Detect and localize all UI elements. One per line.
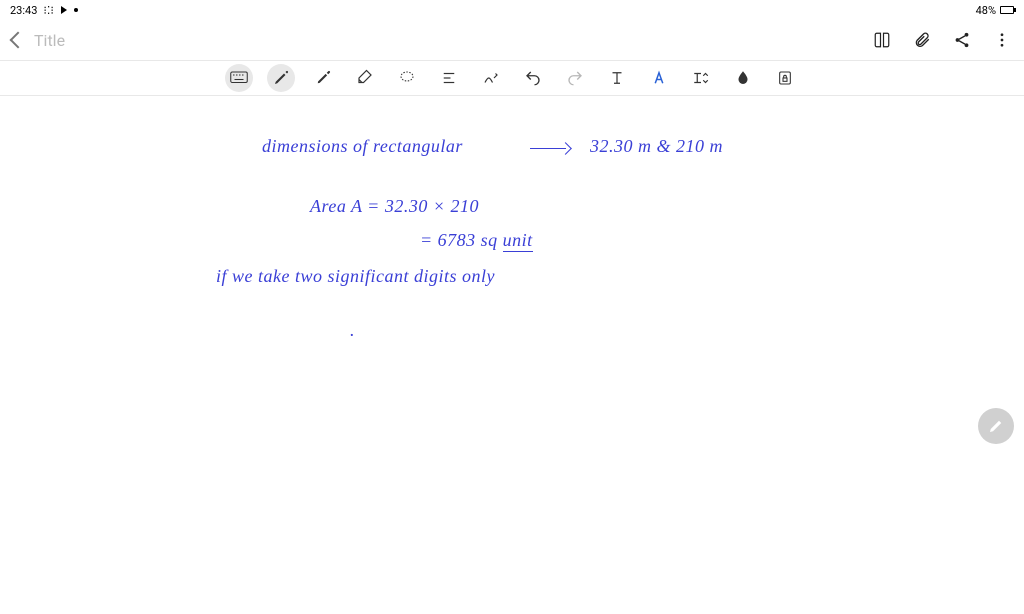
note-canvas[interactable]: dimensions of rectangular 32.30 m & 210 …	[0, 96, 1024, 614]
handwriting-arrow	[530, 136, 570, 157]
attachment-icon[interactable]	[912, 30, 932, 50]
eraser-tool-icon[interactable]	[351, 64, 379, 92]
battery-icon	[1000, 6, 1014, 14]
handwriting-line-3: = 6783 sq unit	[420, 230, 533, 251]
handwriting-line-4: if we take two significant digits only	[216, 266, 495, 287]
lock-tool-icon[interactable]	[771, 64, 799, 92]
handwriting-line-3-unit: unit	[503, 230, 533, 252]
redo-icon[interactable]	[561, 64, 589, 92]
text-format-tool-icon[interactable]	[435, 64, 463, 92]
header-left: Title	[12, 31, 65, 50]
more-icon[interactable]	[992, 30, 1012, 50]
keyboard-tool-icon[interactable]	[225, 64, 253, 92]
drawing-toolbar	[0, 60, 1024, 96]
text-tool-icon[interactable]	[603, 64, 631, 92]
text-options-icon[interactable]	[687, 64, 715, 92]
lasso-tool-icon[interactable]	[393, 64, 421, 92]
handwriting-line-1a: dimensions of rectangular	[262, 136, 463, 157]
note-title-placeholder[interactable]: Title	[34, 31, 65, 50]
status-left: 23:43 ⁝⁚⁝	[10, 4, 78, 17]
share-icon[interactable]	[952, 30, 972, 50]
reader-mode-icon[interactable]	[872, 30, 892, 50]
status-play-icon	[61, 6, 67, 14]
handwriting-line-2: Area A = 32.30 × 210	[310, 196, 479, 217]
edit-fab[interactable]	[978, 408, 1014, 444]
pen-tool-icon[interactable]	[267, 64, 295, 92]
status-bar: 23:43 ⁝⁚⁝ 48%	[0, 0, 1024, 20]
status-right: 48%	[976, 4, 1014, 17]
color-tool-icon[interactable]	[729, 64, 757, 92]
handwriting-line-3-text: = 6783 sq	[420, 230, 503, 250]
font-style-icon[interactable]	[645, 64, 673, 92]
handwriting-line-1b: 32.30 m & 210 m	[590, 136, 723, 157]
brush-tool-icon[interactable]	[309, 64, 337, 92]
back-icon[interactable]	[10, 32, 27, 49]
handwriting-dot: .	[350, 320, 355, 341]
header-right	[872, 30, 1012, 50]
app-header: Title	[0, 20, 1024, 60]
status-time: 23:43	[10, 4, 37, 17]
battery-percentage: 48%	[976, 4, 996, 17]
status-dot-icon	[74, 8, 78, 12]
handwriting-to-text-icon[interactable]	[477, 64, 505, 92]
undo-icon[interactable]	[519, 64, 547, 92]
status-indicator-icon: ⁝⁚⁝	[43, 4, 54, 17]
